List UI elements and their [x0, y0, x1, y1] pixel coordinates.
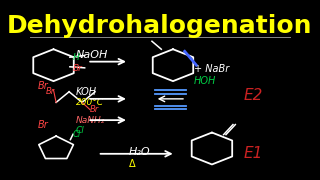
Text: Br: Br [73, 64, 83, 73]
Text: H: H [73, 53, 80, 62]
Text: + NaBr: + NaBr [194, 64, 229, 74]
Text: Br: Br [90, 105, 99, 114]
Text: E1: E1 [243, 146, 262, 161]
Text: KOH: KOH [76, 87, 97, 97]
Text: HOH: HOH [194, 76, 216, 86]
Text: Cl: Cl [73, 130, 81, 139]
Text: Δ: Δ [129, 159, 135, 169]
Text: E2: E2 [243, 88, 262, 103]
Text: H₂O: H₂O [129, 147, 150, 157]
Text: Br: Br [38, 82, 49, 91]
Text: NaNH₂: NaNH₂ [76, 116, 105, 125]
Text: Br: Br [38, 120, 49, 130]
Text: Br: Br [46, 87, 55, 96]
Text: Dehydrohalogenation: Dehydrohalogenation [7, 14, 313, 38]
Text: Cl: Cl [76, 126, 84, 135]
Text: NaOH: NaOH [76, 50, 108, 60]
Text: 200°C: 200°C [76, 98, 104, 107]
